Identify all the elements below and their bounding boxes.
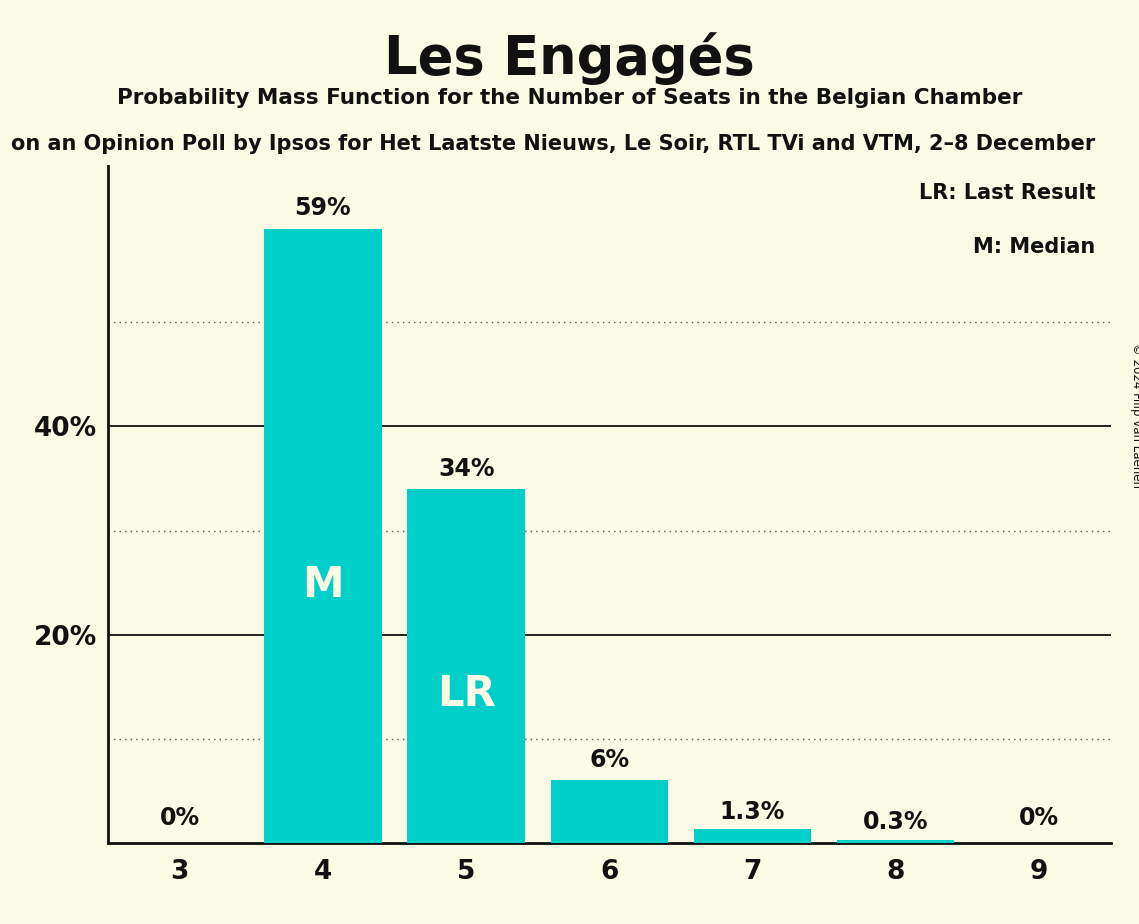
Text: 34%: 34% xyxy=(437,456,494,480)
Bar xyxy=(837,840,954,843)
Bar xyxy=(408,489,525,843)
Bar xyxy=(264,229,382,843)
Text: 0.3%: 0.3% xyxy=(863,810,928,834)
Text: on an Opinion Poll by Ipsos for Het Laatste Nieuws, Le Soir, RTL TVi and VTM, 2–: on an Opinion Poll by Ipsos for Het Laat… xyxy=(11,134,1096,154)
Bar xyxy=(550,780,669,843)
Text: 0%: 0% xyxy=(1019,807,1059,830)
Text: LR: LR xyxy=(436,673,495,715)
Bar xyxy=(694,829,811,843)
Text: 59%: 59% xyxy=(295,197,351,221)
Text: 1.3%: 1.3% xyxy=(720,800,785,824)
Text: Les Engagés: Les Engagés xyxy=(384,32,755,85)
Text: 6%: 6% xyxy=(589,748,630,772)
Text: © 2024 Filip van Laenen: © 2024 Filip van Laenen xyxy=(1130,344,1139,488)
Text: LR: Last Result: LR: Last Result xyxy=(919,183,1096,203)
Text: Probability Mass Function for the Number of Seats in the Belgian Chamber: Probability Mass Function for the Number… xyxy=(117,88,1022,108)
Text: 0%: 0% xyxy=(159,807,199,830)
Text: M: M xyxy=(302,564,344,606)
Text: M: Median: M: Median xyxy=(973,237,1096,258)
